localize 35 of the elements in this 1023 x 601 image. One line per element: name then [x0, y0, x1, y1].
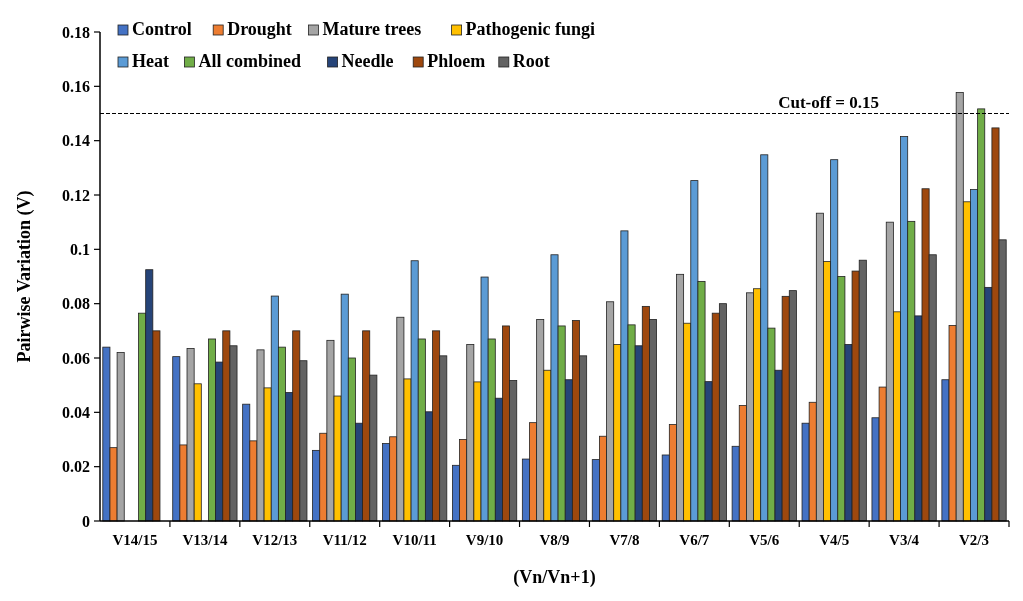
legend-label: Root — [512, 51, 550, 71]
y-tick-label: 0 — [82, 512, 90, 530]
x-tick-label: V2/3 — [959, 532, 990, 548]
y-tick-label: 0.08 — [62, 295, 90, 313]
x-tick-label: V5/6 — [749, 532, 780, 548]
legend-label: Drought — [227, 19, 292, 39]
x-axis-title: (Vn/Vn+1) — [513, 567, 596, 588]
x-tick-label: V3/4 — [889, 532, 920, 548]
x-tick-label: V9/10 — [465, 532, 504, 548]
y-axis-title: Pairwise Variation (V) — [14, 190, 35, 363]
y-tick-label: 0.06 — [62, 349, 90, 367]
x-tick-label: V10/11 — [392, 532, 437, 548]
x-tick-label: V11/12 — [322, 532, 367, 548]
x-tick-label: V6/7 — [679, 532, 710, 548]
legend-label: All combined — [198, 51, 301, 71]
x-tick-label: V12/13 — [252, 532, 298, 548]
legend-label: Needle — [341, 51, 394, 71]
legend-label: Heat — [132, 51, 169, 71]
legend-label: Pathogenic fungi — [465, 19, 596, 39]
y-tick-label: 0.1 — [70, 240, 90, 258]
y-tick-label: 0.12 — [62, 186, 90, 204]
y-tick-label: 0.14 — [62, 132, 90, 150]
legend-label: Mature trees — [322, 19, 422, 39]
y-tick-label: 0.16 — [62, 77, 90, 95]
x-tick-label: V7/8 — [609, 532, 640, 548]
x-tick-label: V8/9 — [539, 532, 570, 548]
x-tick-label: V4/5 — [819, 532, 850, 548]
x-tick-label: V14/15 — [112, 532, 158, 548]
ref-line-label: Cut-off = 0.15 — [778, 92, 879, 112]
legend-label: Phloem — [427, 51, 486, 71]
y-tick-label: 0.02 — [62, 458, 90, 476]
y-tick-label: 0.04 — [62, 403, 90, 421]
legend-label: Control — [132, 19, 192, 39]
x-tick-label: V13/14 — [182, 532, 228, 548]
y-tick-label: 0.18 — [62, 23, 90, 41]
